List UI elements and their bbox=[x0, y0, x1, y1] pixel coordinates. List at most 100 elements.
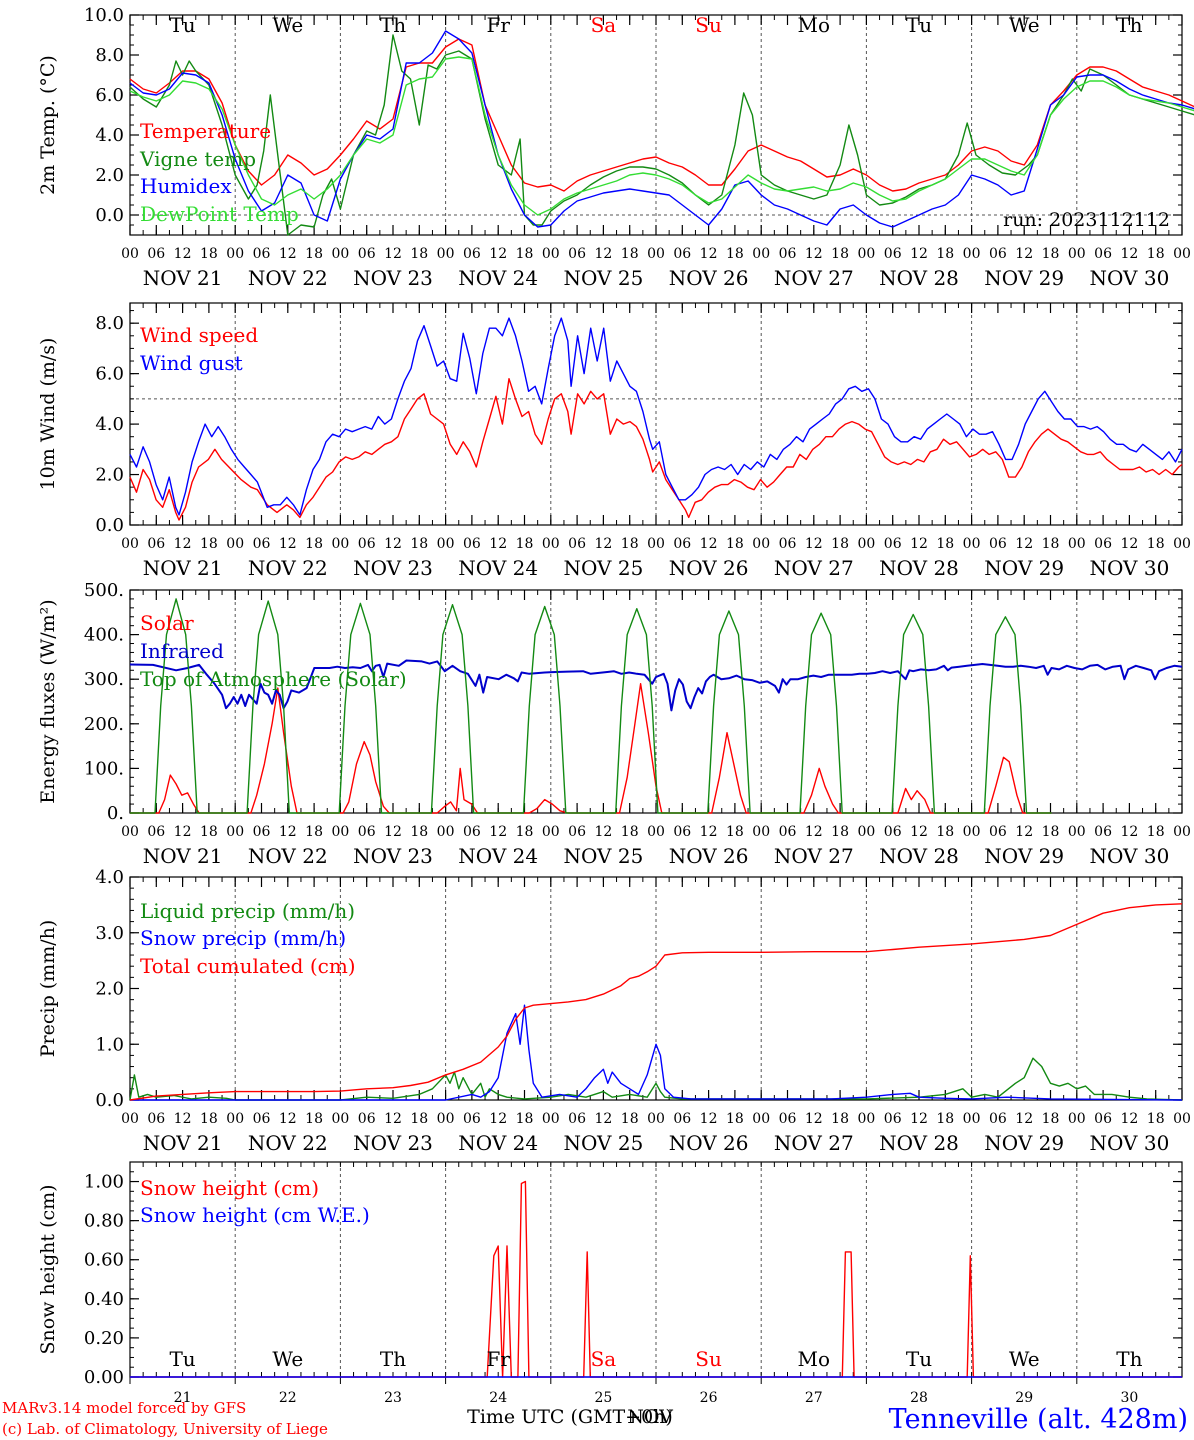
x-tick-label: 06 bbox=[463, 824, 481, 840]
date-label: NOV 29 bbox=[984, 844, 1064, 868]
x-tick-label: 18 bbox=[1147, 246, 1165, 262]
x-tick-label: 06 bbox=[1094, 246, 1112, 262]
x-tick-label: 12 bbox=[489, 824, 507, 840]
date-label: NOV 27 bbox=[774, 266, 854, 290]
x-tick-label: 18 bbox=[936, 824, 954, 840]
series-line-humidex bbox=[129, 30, 1194, 228]
x-tick-label: 00 bbox=[857, 824, 875, 840]
weekday-label: We bbox=[1009, 1347, 1040, 1371]
x-tick-label: 18 bbox=[1147, 824, 1165, 840]
x-tick-label: 06 bbox=[147, 824, 165, 840]
y-tick-label: 4.0 bbox=[95, 125, 124, 146]
date-label: NOV 26 bbox=[669, 844, 749, 868]
x-tick-label: 12 bbox=[174, 536, 192, 552]
x-tick-label: 06 bbox=[463, 536, 481, 552]
x-tick-label: 18 bbox=[621, 246, 639, 262]
y-tick-label: 4.0 bbox=[95, 414, 124, 435]
series-line-solar bbox=[130, 683, 1052, 814]
x-tick-label: 00 bbox=[1068, 1111, 1086, 1127]
x-tick-label: 18 bbox=[200, 536, 218, 552]
date-label: NOV 25 bbox=[564, 844, 644, 868]
x-tick-label: 18 bbox=[200, 246, 218, 262]
x-tick-label: 00 bbox=[331, 246, 349, 262]
x-tick-label: 06 bbox=[779, 536, 797, 552]
x-tick-label: 12 bbox=[384, 536, 402, 552]
x-tick-label: 18 bbox=[1042, 1111, 1060, 1127]
x-tick-label: 00 bbox=[963, 536, 981, 552]
date-label: NOV 21 bbox=[143, 844, 223, 868]
x-tick-label: 12 bbox=[805, 246, 823, 262]
panel-4 bbox=[129, 876, 1183, 1101]
y-axis-label: 2m Temp. (°C) bbox=[37, 55, 59, 195]
day-number-label: 21 bbox=[174, 1390, 192, 1406]
x-tick-label: 00 bbox=[857, 536, 875, 552]
x-tick-label: 00 bbox=[437, 1111, 455, 1127]
series-line-total-cumulated-cm- bbox=[129, 903, 1183, 1101]
y-tick-label: 400. bbox=[84, 625, 124, 646]
weekday-label: Fr bbox=[486, 13, 510, 37]
y-tick-label: 6.0 bbox=[95, 85, 124, 106]
legend-entry: Wind gust bbox=[140, 351, 243, 375]
x-tick-label: 18 bbox=[831, 246, 849, 262]
date-label: NOV 29 bbox=[984, 266, 1064, 290]
x-tick-label: 00 bbox=[121, 246, 139, 262]
legend-entry: Wind speed bbox=[140, 323, 258, 347]
weekday-label: Fr bbox=[486, 1347, 510, 1371]
x-tick-label: 12 bbox=[594, 246, 612, 262]
x-tick-label: 00 bbox=[542, 1111, 560, 1127]
x-tick-label: 12 bbox=[910, 246, 928, 262]
x-tick-label: 12 bbox=[279, 824, 297, 840]
x-tick-label: 12 bbox=[174, 246, 192, 262]
x-tick-label: 00 bbox=[752, 246, 770, 262]
x-tick-label: 12 bbox=[1120, 536, 1138, 552]
date-label: NOV 26 bbox=[669, 556, 749, 580]
weekday-label: We bbox=[1009, 13, 1040, 37]
weekday-label: We bbox=[272, 13, 303, 37]
x-tick-label: 12 bbox=[1120, 1111, 1138, 1127]
series-line-wind-speed bbox=[129, 378, 1183, 521]
date-label: NOV 30 bbox=[1090, 266, 1170, 290]
date-label: NOV 27 bbox=[774, 1131, 854, 1155]
y-tick-label: 0.40 bbox=[84, 1289, 124, 1310]
x-tick-label: 00 bbox=[857, 246, 875, 262]
legend-entry: Total cumulated (cm) bbox=[140, 954, 356, 978]
weekday-label: Th bbox=[380, 13, 406, 37]
x-tick-label: 12 bbox=[384, 824, 402, 840]
x-tick-label: 12 bbox=[489, 536, 507, 552]
x-tick-label: 18 bbox=[621, 824, 639, 840]
x-tick-label: 12 bbox=[1015, 824, 1033, 840]
weekday-label: Th bbox=[1116, 13, 1142, 37]
x-tick-label: 00 bbox=[963, 824, 981, 840]
x-tick-label: 18 bbox=[726, 536, 744, 552]
date-label: NOV 30 bbox=[1090, 556, 1170, 580]
weekday-label: Th bbox=[380, 1347, 406, 1371]
panel-2 bbox=[129, 302, 1183, 526]
x-tick-label: 18 bbox=[936, 536, 954, 552]
x-tick-label: 18 bbox=[410, 824, 428, 840]
x-tick-label: 00 bbox=[437, 536, 455, 552]
x-tick-label: 18 bbox=[410, 1111, 428, 1127]
weekday-label: Tu bbox=[906, 13, 932, 37]
x-tick-label: 18 bbox=[305, 536, 323, 552]
date-label: NOV 28 bbox=[879, 844, 959, 868]
x-tick-label: 12 bbox=[700, 1111, 718, 1127]
x-tick-label: 00 bbox=[647, 246, 665, 262]
x-tick-label: 06 bbox=[253, 824, 271, 840]
x-tick-label: 06 bbox=[1094, 1111, 1112, 1127]
x-tick-label: 06 bbox=[779, 824, 797, 840]
x-tick-label: 12 bbox=[489, 246, 507, 262]
date-label: NOV 23 bbox=[353, 844, 433, 868]
y-tick-label: 500. bbox=[84, 580, 124, 601]
weekday-label: Th bbox=[1116, 1347, 1142, 1371]
y-tick-label: 0.00 bbox=[84, 1367, 124, 1388]
y-tick-label: 0.20 bbox=[84, 1328, 124, 1349]
x-tick-label: 12 bbox=[174, 1111, 192, 1127]
x-tick-label: 18 bbox=[1147, 536, 1165, 552]
series-line-temperature bbox=[129, 38, 1194, 192]
y-axis-label: 10m Wind (m/s) bbox=[37, 338, 59, 491]
y-tick-label: 8.0 bbox=[95, 45, 124, 66]
x-tick-label: 18 bbox=[516, 1111, 534, 1127]
x-tick-label: 18 bbox=[200, 824, 218, 840]
x-tick-label: 12 bbox=[1120, 824, 1138, 840]
y-tick-label: 0. bbox=[107, 803, 124, 824]
